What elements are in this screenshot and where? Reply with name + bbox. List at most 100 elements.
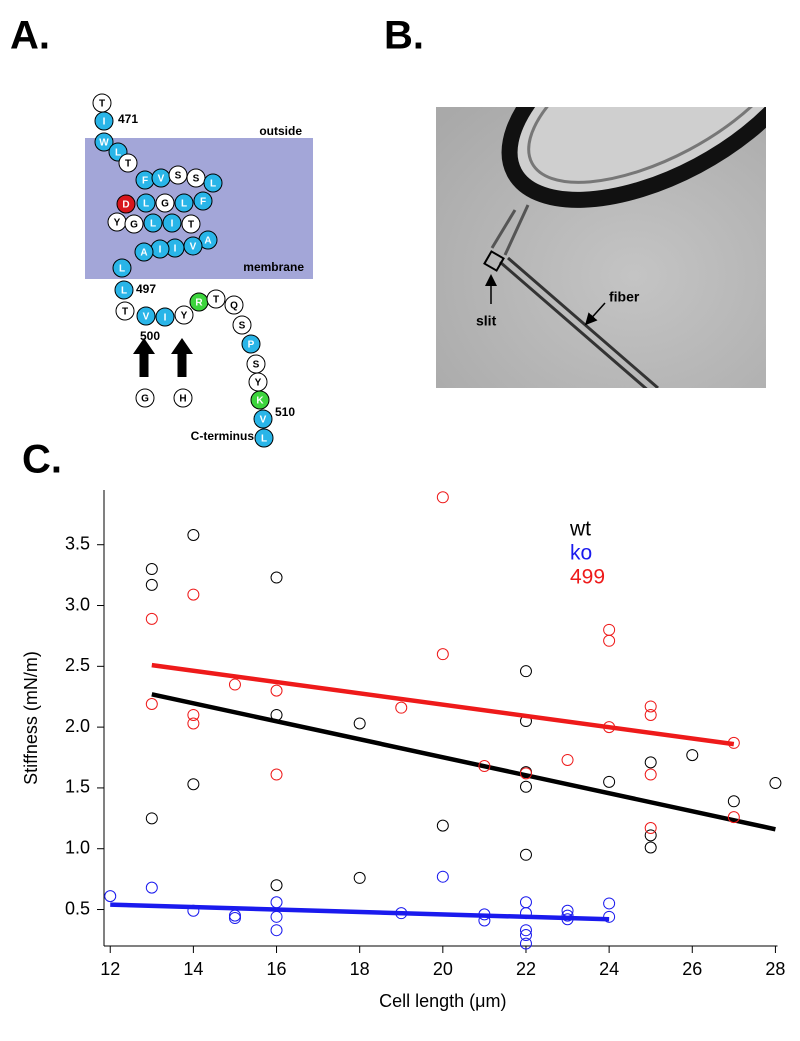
point <box>519 780 532 793</box>
residue <box>206 289 226 309</box>
residue-letter: I <box>164 313 167 324</box>
residue-letter: I <box>159 245 162 256</box>
residue-letter: S <box>193 174 200 185</box>
residue <box>136 306 156 326</box>
residue <box>162 213 182 233</box>
panel-label: B. <box>384 14 424 58</box>
point <box>727 795 740 808</box>
point <box>145 881 158 894</box>
residue <box>254 428 274 448</box>
point <box>353 871 366 884</box>
point <box>270 684 283 697</box>
residue <box>181 214 201 234</box>
point <box>519 767 532 780</box>
residue-letter: L <box>150 219 156 230</box>
residue-letter: G <box>130 220 138 231</box>
residue-letter: H <box>179 394 186 405</box>
residue <box>94 111 114 131</box>
x-tick-label: 26 <box>682 959 702 979</box>
residue <box>250 390 270 410</box>
residue-letter: V <box>158 174 165 185</box>
residue-letter: S <box>253 360 260 371</box>
annotation: membrane <box>243 260 304 274</box>
point <box>270 896 283 909</box>
x-tick-label: 28 <box>765 959 785 979</box>
y-tick-label: 3.0 <box>65 594 90 614</box>
chart: 0.5 1.0 1.5 2.0 2.5 3.0 3.5 12 14 16 18 20 22 24 26 28 C… <box>21 490 785 1011</box>
point <box>561 904 574 917</box>
point <box>436 819 449 832</box>
annotation: fiber <box>609 289 640 305</box>
annotation: outside <box>259 124 302 138</box>
point <box>519 665 532 678</box>
point <box>395 701 408 714</box>
point <box>519 924 532 937</box>
residue <box>174 193 194 213</box>
residue-letter: P <box>248 340 255 351</box>
arrow-head <box>171 338 193 354</box>
annotation: 497 <box>136 282 156 296</box>
residue <box>232 315 252 335</box>
residue <box>155 193 175 213</box>
point <box>561 753 574 766</box>
point <box>145 698 158 711</box>
residue-letter: L <box>143 199 149 210</box>
point <box>270 910 283 923</box>
axis-title: Cell length (μm) <box>379 991 506 1011</box>
residue-letter: L <box>115 148 121 159</box>
residue-letter: I <box>174 244 177 255</box>
point <box>644 768 657 781</box>
x-tick-label: 14 <box>183 959 203 979</box>
panel-label: C. <box>22 438 62 482</box>
residue <box>114 280 134 300</box>
residue-letter: G <box>141 394 149 405</box>
y-tick-label: 0.5 <box>65 898 90 918</box>
residue-letter: T <box>125 159 131 170</box>
point <box>519 929 532 942</box>
point <box>228 912 241 925</box>
point <box>436 870 449 883</box>
y-tick-label: 3.5 <box>65 533 90 553</box>
point <box>686 749 699 762</box>
residue <box>124 214 144 234</box>
residue-letter: S <box>239 321 246 332</box>
residue <box>112 258 132 278</box>
point <box>644 700 657 713</box>
point <box>104 890 117 903</box>
x-tick-label: 12 <box>100 959 120 979</box>
residue <box>241 334 261 354</box>
point <box>187 528 200 541</box>
residue <box>143 213 163 233</box>
residue-letter: G <box>161 199 169 210</box>
residue-letter: T <box>213 295 219 306</box>
point <box>187 717 200 730</box>
x-tick-label: 22 <box>516 959 536 979</box>
residue <box>193 191 213 211</box>
residue-letter: V <box>143 312 150 323</box>
point <box>187 708 200 721</box>
residue-letter: T <box>122 307 128 318</box>
x-tick-label: 16 <box>267 959 287 979</box>
residue-letter: I <box>103 117 106 128</box>
residue-letter: L <box>181 199 187 210</box>
point <box>603 634 616 647</box>
residue <box>224 295 244 315</box>
point <box>270 768 283 781</box>
point <box>561 909 574 922</box>
annotation: 471 <box>118 112 138 126</box>
point <box>228 909 241 922</box>
micrograph <box>436 107 766 388</box>
residue-letter: I <box>171 219 174 230</box>
point <box>145 563 158 576</box>
residue-letter: V <box>190 242 197 253</box>
point <box>603 910 616 923</box>
residue-letter: R <box>195 298 203 309</box>
point <box>644 708 657 721</box>
panel-label: A. <box>10 14 50 58</box>
residue <box>115 301 135 321</box>
annotation: 510 <box>275 405 295 419</box>
residue-letter: L <box>119 264 125 275</box>
residue-letter: D <box>122 200 129 211</box>
